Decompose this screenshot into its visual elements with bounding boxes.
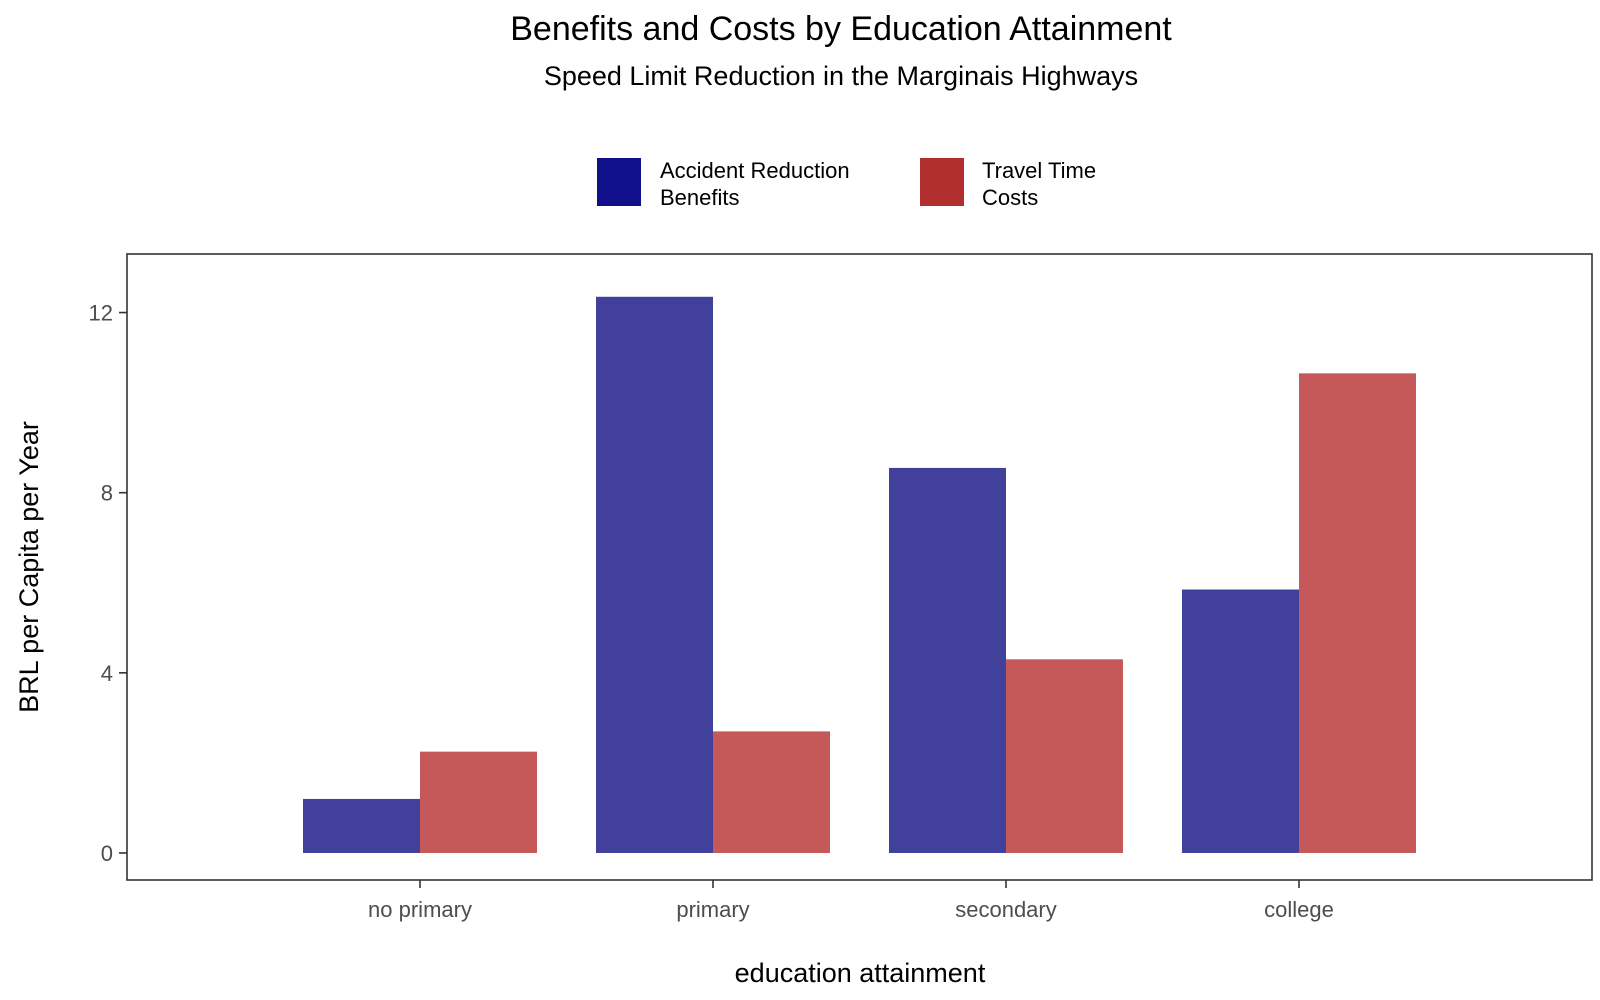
legend-key-benefits xyxy=(597,158,641,206)
bar-benefits-no-primary xyxy=(303,798,420,853)
x-tick-label: secondary xyxy=(955,897,1057,922)
x-tick-label: college xyxy=(1264,897,1334,922)
y-tick-label: 8 xyxy=(101,481,113,506)
y-tick-label: 4 xyxy=(101,661,113,686)
y-axis: 0 4 8 12 xyxy=(89,301,127,866)
bar-benefits-secondary xyxy=(889,467,1006,853)
bar-costs-secondary xyxy=(1006,659,1123,853)
chart-subtitle: Speed Limit Reduction in the Marginais H… xyxy=(544,61,1138,91)
plot-panel-border xyxy=(126,253,1593,881)
legend-label-benefits: Accident Reduction xyxy=(660,158,850,183)
chart-title: Benefits and Costs by Education Attainme… xyxy=(510,10,1172,48)
legend-key-costs xyxy=(920,158,964,206)
legend-label-costs: Costs xyxy=(982,185,1038,210)
y-tick-label: 0 xyxy=(101,841,113,866)
legend-label-costs: Travel Time xyxy=(982,158,1096,183)
bar-costs-no-primary xyxy=(420,751,537,853)
bars-group xyxy=(303,296,1416,853)
x-axis-label: education attainment xyxy=(735,958,986,988)
y-tick-label: 12 xyxy=(89,301,113,326)
x-tick-label: primary xyxy=(676,897,749,922)
bar-benefits-college xyxy=(1182,589,1299,853)
bar-benefits-primary xyxy=(596,296,713,853)
x-axis: no primary primary secondary college xyxy=(368,880,1334,922)
bar-costs-college xyxy=(1299,373,1416,853)
x-tick-label: no primary xyxy=(368,897,472,922)
y-axis-label: BRL per Capita per Year xyxy=(14,421,44,713)
bar-costs-primary xyxy=(713,731,830,853)
legend-label-benefits: Benefits xyxy=(660,185,740,210)
